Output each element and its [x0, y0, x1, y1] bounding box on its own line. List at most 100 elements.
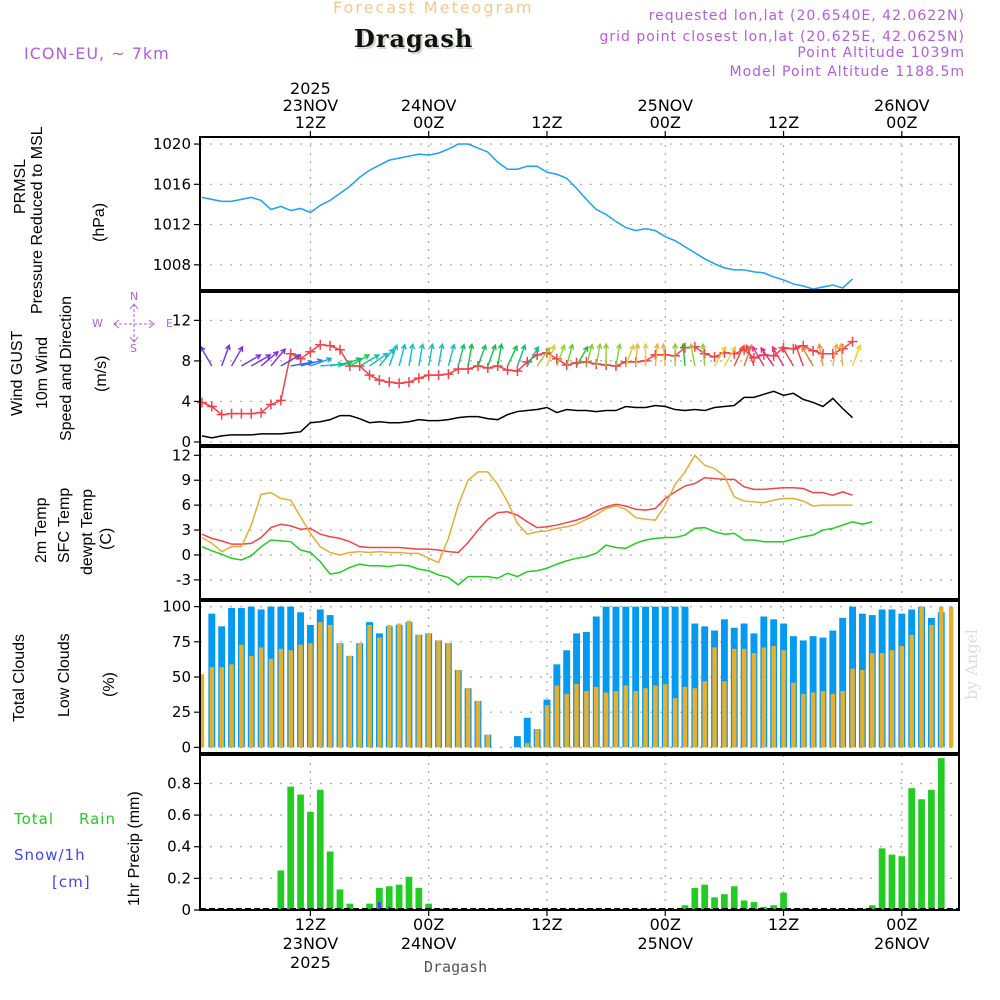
- wind-direction-arrow: [653, 342, 660, 367]
- precip-total-rain-bar: [780, 892, 787, 910]
- wind-direction-arrow: [585, 343, 594, 367]
- wind-direction-arrow: [221, 343, 231, 367]
- bottom-time-label: 12Z: [295, 915, 326, 934]
- clouds-low-clouds-bar: [534, 729, 540, 748]
- top-time-label: 23NOV: [283, 96, 339, 115]
- gust-marker: [817, 348, 828, 359]
- clouds-low-clouds-bar: [751, 653, 757, 748]
- clouds-total-clouds-bar: [691, 623, 699, 748]
- compass-w: W: [92, 317, 103, 330]
- precip-total-rain-bar: [721, 894, 728, 910]
- top-time-label: 26NOV: [874, 96, 930, 115]
- clouds-low-clouds-bar: [643, 688, 648, 748]
- wind-direction-arrow: [713, 345, 727, 367]
- clouds-low-clouds-bar: [465, 688, 471, 748]
- gust-marker: [433, 370, 444, 381]
- clouds-low-clouds-bar: [239, 644, 244, 748]
- wind-direction-arrow: [496, 342, 504, 367]
- gust-marker: [512, 366, 523, 377]
- precip-total-rain-bar: [425, 903, 433, 910]
- clouds-low-clouds-bar: [436, 640, 441, 748]
- clouds-low-clouds-bar: [544, 705, 550, 748]
- clouds-low-clouds-bar: [475, 700, 481, 748]
- clouds-low-clouds-bar: [219, 667, 224, 748]
- clouds-low-clouds-bar: [396, 623, 402, 748]
- wind-direction-arrow: [516, 343, 527, 367]
- clouds-total-clouds-bar: [651, 606, 659, 748]
- bottom-time-label: 00Z: [886, 915, 917, 934]
- precip-total-rain-bar: [691, 887, 699, 910]
- y-tick-label: 1016: [153, 175, 191, 193]
- gust-marker: [265, 399, 276, 410]
- snow-label: Snow/1h: [14, 846, 86, 864]
- clouds-low-clouds-bar: [406, 620, 412, 748]
- clouds-total-clouds-bar: [671, 606, 679, 748]
- precip-total-rain-bar: [908, 788, 916, 910]
- clouds-low-clouds-bar: [426, 633, 431, 748]
- model-point-altitude: Model Point Altitude 1188.5m: [729, 64, 965, 80]
- chart-supertitle: Forecast Meteogram: [333, 0, 534, 17]
- clouds-low-clouds-bar: [554, 685, 560, 748]
- clouds-low-clouds-bar: [801, 693, 806, 748]
- wind-direction-arrow: [771, 345, 785, 367]
- wind-direction-arrow: [388, 343, 399, 367]
- compass-e: E: [166, 317, 173, 330]
- precip-total-rain-bar: [770, 905, 778, 910]
- clouds-total-clouds-bar: [513, 736, 521, 748]
- y-tick-label: 0: [181, 901, 191, 919]
- wind-direction-arrow: [487, 343, 497, 367]
- precip-total-rain-bar: [277, 870, 285, 910]
- total-label: Total: [14, 810, 55, 828]
- top-time-label: 00Z: [886, 113, 917, 132]
- y-tick-label: 3: [181, 521, 191, 539]
- gust-marker: [305, 346, 316, 357]
- wind-direction-arrow: [437, 342, 445, 367]
- compass-arrows-icon: [113, 303, 155, 343]
- clouds-total-clouds-bar: [632, 606, 640, 748]
- precip-snow-1h-bar: [377, 902, 381, 910]
- top-time-label: 00Z: [413, 113, 444, 132]
- wind-direction-arrow: [680, 342, 687, 367]
- clouds-low-clouds-bar: [347, 655, 353, 748]
- wind-direction-arrow: [615, 342, 623, 367]
- model-label: ICON-EU, ~ 7km: [24, 44, 170, 63]
- panel-wind: [194, 291, 960, 446]
- bottom-time-label: 2025: [290, 953, 331, 972]
- wind-direction-arrow: [660, 342, 667, 367]
- gust-marker: [216, 409, 227, 420]
- top-time-label: 12Z: [531, 113, 562, 132]
- y-tick-label: 0.6: [167, 806, 191, 824]
- gust-marker: [226, 408, 237, 419]
- rain-label: Rain: [79, 810, 116, 828]
- precip-total-rain-bar: [405, 876, 413, 910]
- clouds-low-clouds-bar: [870, 653, 875, 748]
- precip-total-rain-bar: [316, 789, 324, 910]
- clouds-low-clouds-bar: [722, 681, 727, 748]
- gust-marker: [246, 408, 257, 419]
- top-time-label: 2025: [290, 79, 331, 98]
- clouds-low-clouds-bar: [899, 646, 905, 748]
- bottom-time-label: 25NOV: [637, 934, 693, 953]
- wind-direction-arrow: [816, 342, 824, 367]
- precip-total-rain-bar: [711, 897, 718, 910]
- clouds-low-clouds-bar: [525, 743, 530, 748]
- gust-marker: [699, 348, 710, 359]
- wind-direction-arrow: [672, 342, 679, 366]
- clouds-low-clouds-bar: [288, 650, 293, 748]
- precip-total-rain-bar: [937, 758, 945, 910]
- clouds-low-clouds-bar: [258, 647, 264, 748]
- clouds-low-clouds-bar: [367, 624, 372, 748]
- y-tick-label: 1020: [153, 135, 191, 153]
- clouds-total-clouds-bar: [809, 636, 817, 748]
- wind-direction-arrow: [634, 342, 641, 367]
- precip-total-rain-bar: [395, 884, 403, 910]
- gust-marker: [403, 377, 414, 388]
- precip-total-rain-bar: [307, 811, 314, 910]
- clouds-low-clouds-bar: [781, 650, 786, 748]
- clouds-low-clouds-bar: [761, 647, 767, 748]
- wind-direction-arrow: [723, 345, 737, 367]
- wind-direction-arrow: [566, 343, 575, 367]
- precip-total-rain-bar: [918, 799, 925, 910]
- wind-direction-arrow: [200, 345, 213, 367]
